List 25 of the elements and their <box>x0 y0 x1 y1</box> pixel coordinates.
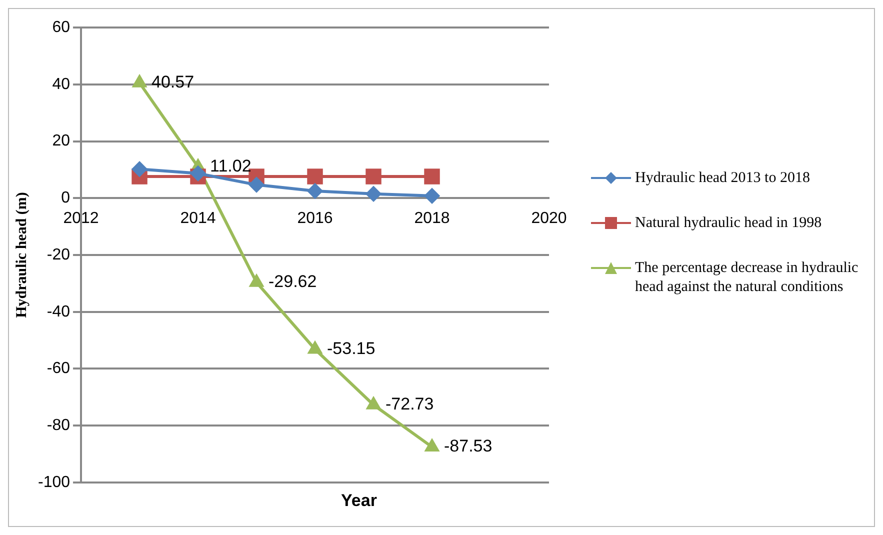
x-tick-label: 2012 <box>63 210 99 228</box>
y-tick-label: 60 <box>52 19 70 36</box>
y-tick-label: -20 <box>46 246 70 264</box>
legend-label: Hydraulic head 2013 to 2018 <box>635 169 810 188</box>
data-label: -29.62 <box>268 272 317 292</box>
x-tick-label: 2020 <box>531 210 567 228</box>
x-tick-label: 2014 <box>180 210 216 228</box>
x-tick-label: 2018 <box>414 210 450 228</box>
y-tick-label: 0 <box>61 190 70 207</box>
y-tick-label: 40 <box>52 76 70 93</box>
data-label: -72.73 <box>386 394 434 414</box>
data-label: -87.53 <box>444 436 492 456</box>
data-label: -53.15 <box>327 338 376 358</box>
data-label: 40.57 <box>152 72 194 92</box>
y-tick-label: 20 <box>52 132 70 150</box>
legend-label: The percentage decrease in hydraulic head against the natural conditions <box>635 259 860 297</box>
data-label: 11.02 <box>210 156 252 176</box>
y-tick-label: -60 <box>46 360 70 378</box>
y-tick-label: -40 <box>46 303 70 320</box>
y-tick-label: -80 <box>46 416 70 434</box>
y-axis-title: Hydraulic head (m) <box>14 192 30 318</box>
x-axis-title: Year <box>340 491 378 511</box>
x-tick-label: 2016 <box>297 210 333 228</box>
y-tick-label: -100 <box>38 474 70 491</box>
legend-label: Natural hydraulic head in 1998 <box>635 214 822 233</box>
